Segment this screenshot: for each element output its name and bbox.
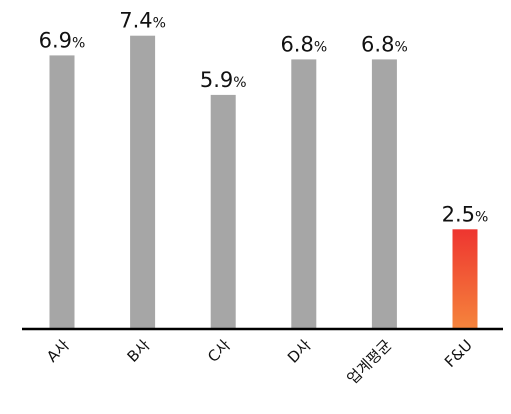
value-label-5: 6.8%	[361, 32, 408, 56]
category-label-2: B사	[124, 336, 154, 366]
category-labels-group: A사 B사 C사 D사 업계평균 F&U	[43, 336, 476, 388]
value-label-4: 6.8%	[280, 32, 327, 56]
bar-6	[452, 229, 478, 329]
category-label-1: A사	[43, 336, 73, 366]
value-label-1: 6.9%	[39, 28, 86, 52]
bars-group	[49, 35, 478, 329]
value-label-6: 2.5%	[442, 202, 489, 226]
category-label-4: D사	[284, 336, 315, 367]
bar-1	[49, 55, 75, 329]
category-label-5: 업계평균	[343, 336, 395, 388]
bar-3	[210, 94, 236, 329]
category-label-3: C사	[204, 336, 234, 366]
category-label-6: F&U	[441, 336, 476, 371]
bar-2	[130, 35, 156, 328]
value-label-2: 7.4%	[119, 9, 166, 33]
value-label-3: 5.9%	[200, 68, 247, 92]
bar-4	[291, 59, 317, 329]
bar-5	[371, 59, 397, 329]
value-labels-group: 6.9% 7.4% 5.9% 6.8% 6.8% 2.5%	[39, 9, 489, 227]
